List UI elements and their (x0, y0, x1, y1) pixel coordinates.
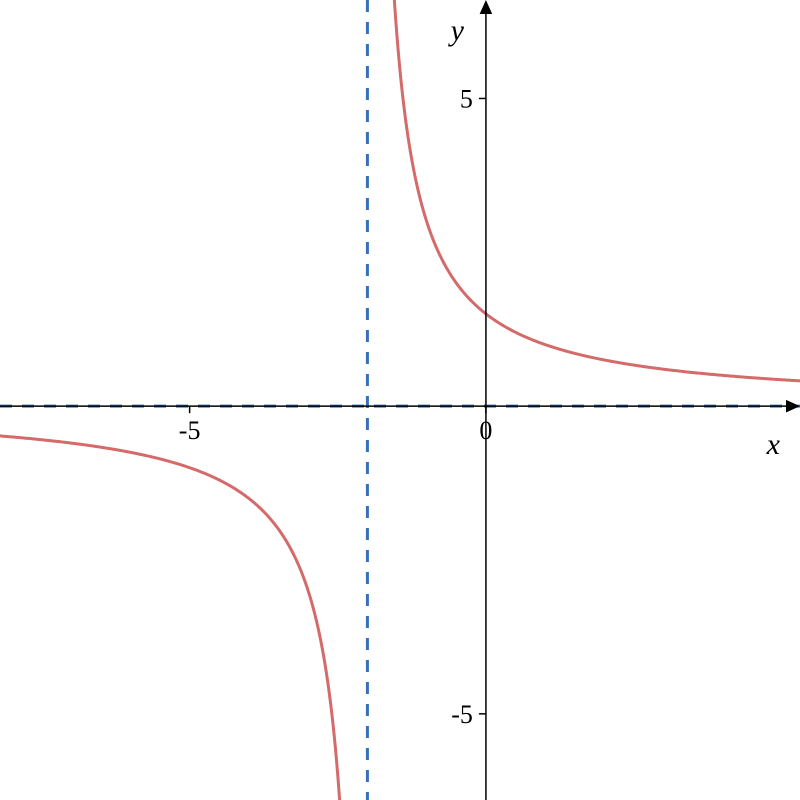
y-axis-label: y (448, 14, 465, 47)
y-tick-label: -5 (451, 700, 473, 729)
plot-background (0, 0, 800, 800)
y-tick-label: 5 (460, 85, 473, 114)
x-tick-label: -5 (179, 416, 201, 445)
x-axis-label: x (766, 428, 781, 461)
chart-canvas: -5 0 5 -5 x y (0, 0, 800, 800)
x-tick-label: 0 (479, 416, 492, 445)
